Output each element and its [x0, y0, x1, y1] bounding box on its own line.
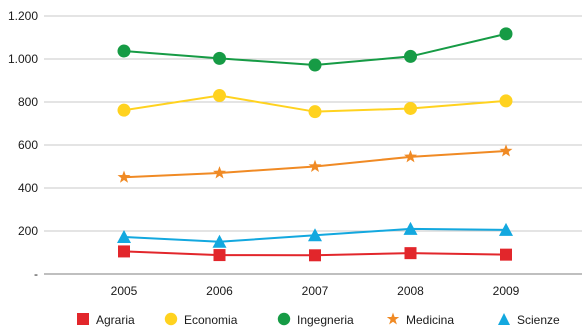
legend-label: Ingegneria	[297, 313, 354, 327]
data-point-star	[308, 159, 322, 172]
y-tick-label: -	[34, 267, 38, 281]
legend-label: Economia	[184, 313, 238, 327]
data-point-circle	[308, 58, 322, 72]
y-tick-label: 400	[18, 181, 38, 195]
data-point-circle	[404, 49, 417, 63]
series-scienze	[117, 221, 513, 248]
legend: Agraria Economia Ingegneria	[0, 311, 582, 329]
legend-marker-circle-icon	[277, 312, 291, 329]
y-tick-label: 1.000	[8, 52, 38, 66]
data-point-circle	[499, 94, 513, 108]
x-tick-label: 2005	[111, 284, 138, 298]
data-point-square	[404, 247, 417, 260]
x-tick-label: 2007	[302, 284, 329, 298]
series-agraria	[118, 245, 512, 262]
data-point-triangle	[499, 222, 513, 236]
y-tick-label: 200	[18, 224, 38, 238]
data-point-star	[499, 144, 513, 157]
line-chart: - 200 400 600 800 1.000 1.200 2005 2006 2007 2008 2…	[8, 9, 582, 298]
star-marker-icon	[386, 312, 400, 324]
square-marker-icon	[77, 312, 89, 325]
legend-item-economia: Economia	[164, 311, 237, 329]
data-point-square	[309, 249, 321, 262]
data-point-circle	[117, 103, 131, 117]
series-medicina	[117, 144, 513, 183]
legend-marker-star-icon	[386, 312, 400, 329]
data-point-circle	[117, 44, 131, 58]
triangle-marker-icon	[498, 312, 510, 325]
data-point-circle	[404, 101, 417, 115]
data-point-circle	[213, 89, 226, 103]
legend-marker-circle-icon	[164, 312, 178, 329]
x-tick-label: 2008	[397, 284, 424, 298]
data-point-circle	[499, 27, 513, 41]
series-economia	[117, 89, 513, 119]
data-point-star	[117, 170, 131, 183]
data-point-circle	[213, 51, 226, 65]
x-tick-label: 2006	[206, 284, 233, 298]
legend-item-ingegneria: Ingegneria	[277, 311, 354, 329]
data-point-triangle	[212, 234, 227, 248]
legend-marker-square-icon	[76, 312, 90, 329]
series-ingegneria	[117, 27, 513, 72]
legend-label: Scienze	[517, 313, 560, 327]
x-tick-label: 2009	[493, 284, 520, 298]
legend-item-medicina: Medicina	[386, 311, 454, 329]
legend-label: Medicina	[406, 313, 455, 327]
legend-label: Agraria	[96, 313, 135, 327]
data-point-star	[213, 166, 226, 179]
y-tick-label: 600	[18, 138, 38, 152]
y-tick-label: 800	[18, 95, 38, 109]
legend-marker-triangle-icon	[497, 312, 511, 329]
circle-marker-icon	[277, 312, 291, 325]
data-point-square	[500, 248, 512, 261]
data-point-square	[118, 245, 130, 258]
legend-item-scienze: Scienze	[497, 311, 560, 329]
data-point-square	[213, 249, 226, 262]
legend-item-agraria: Agraria	[76, 311, 135, 329]
data-point-triangle	[117, 230, 131, 244]
circle-marker-icon	[164, 312, 178, 325]
data-point-triangle	[403, 221, 418, 235]
data-point-triangle	[308, 228, 322, 242]
data-point-circle	[308, 105, 322, 119]
y-tick-label: 1.200	[8, 9, 38, 23]
data-point-star	[404, 150, 417, 163]
